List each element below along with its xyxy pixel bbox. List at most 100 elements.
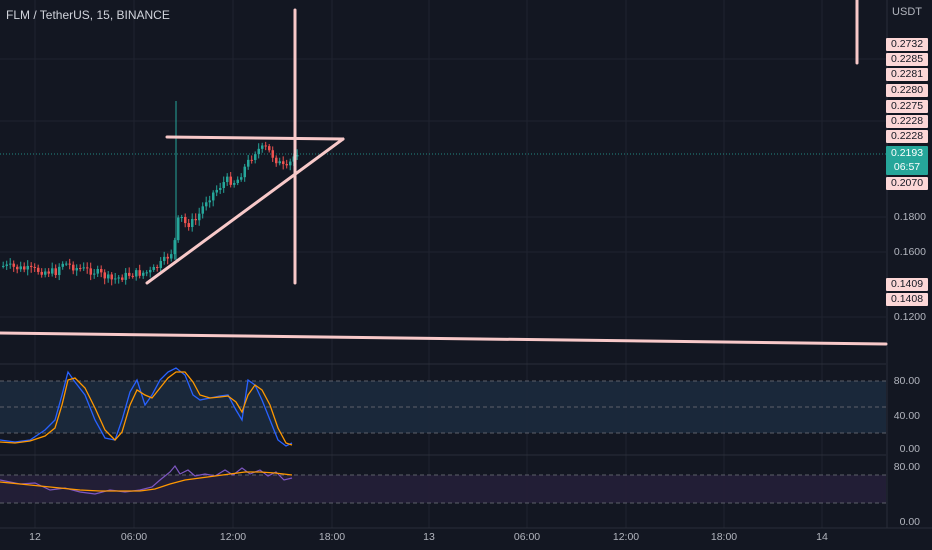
time-tick: 12:00 [612, 531, 640, 543]
candle-body [100, 268, 103, 273]
stoch-tick: 0.00 [899, 443, 920, 455]
candle-body [2, 265, 5, 267]
candle-body [254, 154, 257, 161]
price-label: 0.2280 [886, 84, 928, 97]
price-label: 0.1409 [886, 278, 928, 291]
candle-body [229, 176, 232, 185]
candle-body [135, 270, 138, 277]
rsi-ma-line [0, 471, 293, 492]
candle-body [173, 240, 176, 255]
candle-body [128, 272, 131, 276]
stochastic-indicator [0, 367, 293, 447]
price-label: 0.2228 [886, 130, 928, 143]
price-label: 0.2228 [886, 115, 928, 128]
candle-body [268, 146, 271, 151]
candle-body [177, 217, 180, 241]
price-label: 0.2281 [886, 68, 928, 81]
time-tick: 14 [816, 531, 828, 543]
candle-body [89, 268, 92, 275]
candle-body [250, 159, 253, 161]
candle-body [79, 268, 82, 270]
candle-body [23, 266, 26, 270]
time-tick: 12:00 [219, 531, 247, 543]
candle-body [138, 270, 141, 276]
candle-body [44, 271, 47, 275]
triangle-support-line[interactable] [145, 137, 345, 285]
price-label: 0.2275 [886, 100, 928, 113]
candle-body [65, 263, 68, 265]
candle-body [26, 265, 29, 270]
horizontal-trend-line[interactable] [0, 331, 888, 346]
currency-label[interactable]: USDT [892, 6, 922, 18]
candle-body [215, 189, 218, 193]
candle-body [103, 272, 106, 279]
candle-body [58, 266, 61, 276]
candle-body [16, 266, 19, 270]
price-label: 0.1408 [886, 293, 928, 306]
stoch-tick: 40.00 [893, 410, 920, 422]
candle-body [194, 218, 197, 221]
candle-body [114, 278, 117, 280]
candle-body [222, 182, 225, 189]
current-price-label: 0.2193 06:57 [886, 146, 928, 175]
rsi-indicator [0, 464, 293, 495]
price-tick: 0.1800 [893, 211, 926, 223]
candle-body [96, 268, 99, 274]
candle-body [131, 275, 134, 277]
stoch-k-line [0, 367, 293, 447]
candle-body [289, 161, 292, 166]
candle-body [30, 265, 33, 267]
candle-body [110, 274, 113, 280]
symbol-title[interactable]: FLM / TetherUS, 15, BINANCE [6, 8, 170, 22]
candle-body [208, 200, 211, 203]
candle-body [205, 202, 208, 207]
rsi-band [0, 475, 886, 503]
stoch-tick: 80.00 [893, 375, 920, 387]
candle-body [152, 267, 155, 270]
candle-body [191, 218, 194, 227]
price-tick: 0.1200 [893, 311, 926, 323]
candle-body [82, 267, 85, 269]
candle-body [187, 223, 190, 227]
time-tick: 12 [29, 531, 41, 543]
candle-body [47, 271, 50, 274]
candle-body [264, 145, 267, 147]
candle-body [219, 188, 222, 190]
candle-body [12, 263, 15, 267]
candle-body [243, 166, 246, 178]
candle-body [285, 164, 288, 166]
price-tick: 0.1600 [893, 246, 926, 258]
price-label: 0.2285 [886, 53, 928, 66]
candle-body [121, 277, 124, 280]
candle-body [68, 263, 71, 265]
candle-body [296, 155, 299, 157]
candle-body [145, 272, 148, 274]
candle-body [240, 177, 243, 180]
candle-body [40, 271, 43, 275]
rsi-tick: 80.00 [893, 461, 920, 473]
candle-body [236, 179, 239, 184]
candle-body [166, 256, 169, 259]
candle-body [184, 217, 187, 224]
time-tick: 06:00 [513, 531, 541, 543]
candlestick-series [2, 101, 299, 286]
candle-body [19, 266, 22, 270]
time-tick: 13 [423, 531, 435, 543]
price-label: 0.2732 [886, 38, 928, 51]
candle-body [170, 254, 173, 259]
candle-body [37, 267, 40, 272]
candle-body [257, 148, 260, 155]
candle-body [180, 217, 183, 219]
candle-body [261, 145, 264, 149]
candle-body [233, 183, 236, 185]
candle-body [159, 260, 162, 268]
candle-body [163, 256, 166, 261]
candle-body [149, 269, 152, 273]
candle-body [247, 159, 250, 167]
candle-body [54, 268, 57, 276]
candle-body [282, 161, 285, 165]
candle-body [212, 192, 215, 201]
candle-body [33, 266, 36, 268]
triangle-top-line[interactable] [165, 135, 345, 141]
